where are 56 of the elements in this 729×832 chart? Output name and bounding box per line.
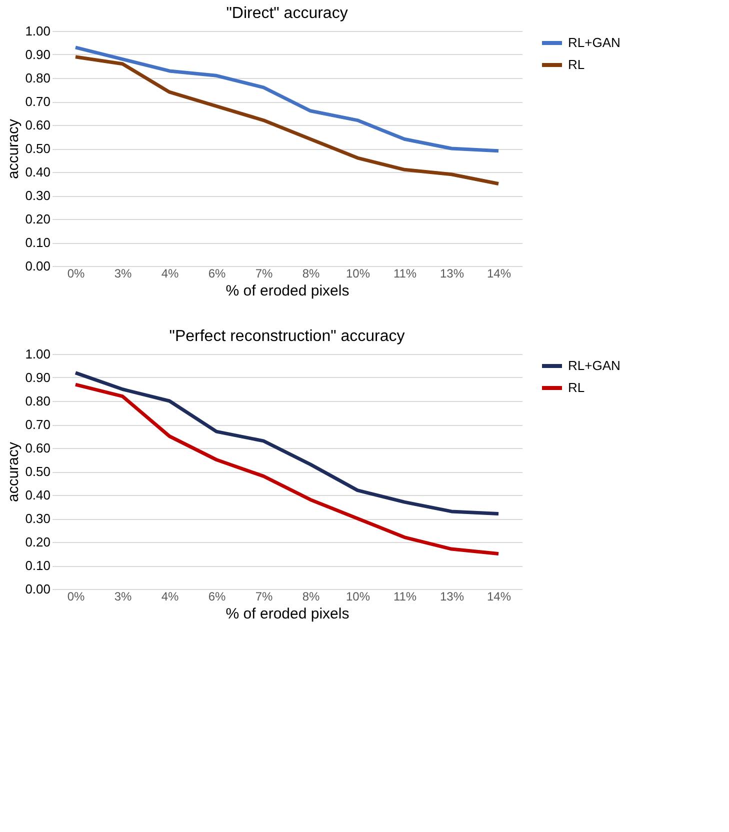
y-tick-label: 0.30 bbox=[25, 188, 50, 203]
x-tick-label: 3% bbox=[114, 590, 132, 604]
y-tick-label: 0.40 bbox=[25, 164, 50, 180]
x-tick-label: 4% bbox=[161, 590, 179, 604]
x-tick-label: 8% bbox=[302, 590, 320, 604]
legend-label: RL bbox=[568, 57, 585, 72]
x-axis-title: % of eroded pixels bbox=[226, 282, 350, 300]
y-tick-label: 0.80 bbox=[25, 70, 50, 86]
x-tick-label: 7% bbox=[255, 266, 273, 280]
x-tick-label: 11% bbox=[393, 590, 417, 604]
chart-title: "Direct" accuracy bbox=[226, 5, 348, 22]
x-tick-label: 4% bbox=[161, 266, 179, 280]
line-series bbox=[74, 46, 500, 153]
legend-label: RL+GAN bbox=[568, 35, 620, 50]
x-tick-label: 14% bbox=[486, 266, 512, 280]
chart-title: "Perfect reconstruction" accuracy bbox=[169, 328, 405, 345]
legend-label: RL+GAN bbox=[568, 358, 620, 373]
x-tick-label: 13% bbox=[440, 266, 464, 280]
y-tick-label: 0.20 bbox=[25, 212, 50, 226]
y-tick-label: 0.70 bbox=[25, 417, 50, 432]
x-tick-label: 11% bbox=[393, 266, 417, 280]
y-tick-label: 0.90 bbox=[25, 370, 50, 385]
y-tick-label: 0.10 bbox=[25, 235, 50, 250]
x-tick-label: 6% bbox=[208, 266, 226, 280]
line-series bbox=[74, 382, 500, 556]
y-axis-title: accuracy bbox=[5, 118, 22, 180]
line-series bbox=[74, 55, 500, 186]
x-tick-label: 6% bbox=[208, 590, 226, 604]
y-tick-label: 0.90 bbox=[25, 47, 50, 62]
y-tick-label: 0.20 bbox=[25, 534, 50, 550]
y-tick-label: 0.60 bbox=[25, 440, 50, 456]
x-tick-label: 3% bbox=[114, 266, 132, 280]
legend-label: RL bbox=[568, 380, 585, 395]
x-tick-label: 7% bbox=[255, 590, 273, 604]
line-series bbox=[74, 371, 500, 516]
y-tick-label: 0.60 bbox=[25, 118, 50, 132]
y-tick-label: 0.70 bbox=[25, 94, 50, 109]
y-tick-label: 0.80 bbox=[25, 394, 50, 408]
y-tick-label: 0.50 bbox=[25, 141, 50, 156]
x-tick-label: 13% bbox=[440, 590, 464, 604]
x-tick-label: 14% bbox=[486, 590, 512, 604]
y-tick-label: 0.00 bbox=[25, 582, 50, 596]
x-tick-label: 8% bbox=[302, 266, 320, 280]
y-tick-label: 0.00 bbox=[25, 258, 50, 274]
y-tick-label: 1.00 bbox=[25, 24, 50, 38]
x-tick-label: 10% bbox=[346, 590, 370, 604]
x-tick-label: 10% bbox=[346, 266, 370, 280]
y-tick-label: 0.50 bbox=[25, 464, 50, 479]
y-axis-title: accuracy bbox=[5, 441, 22, 502]
y-tick-label: 0.10 bbox=[25, 558, 50, 573]
y-tick-label: 0.30 bbox=[25, 511, 50, 526]
x-tick-label: 0% bbox=[67, 266, 85, 280]
y-tick-label: 0.40 bbox=[25, 488, 50, 502]
y-tick-label: 1.00 bbox=[25, 346, 50, 362]
x-tick-label: 0% bbox=[67, 590, 85, 604]
x-axis-title: % of eroded pixels bbox=[226, 606, 350, 622]
